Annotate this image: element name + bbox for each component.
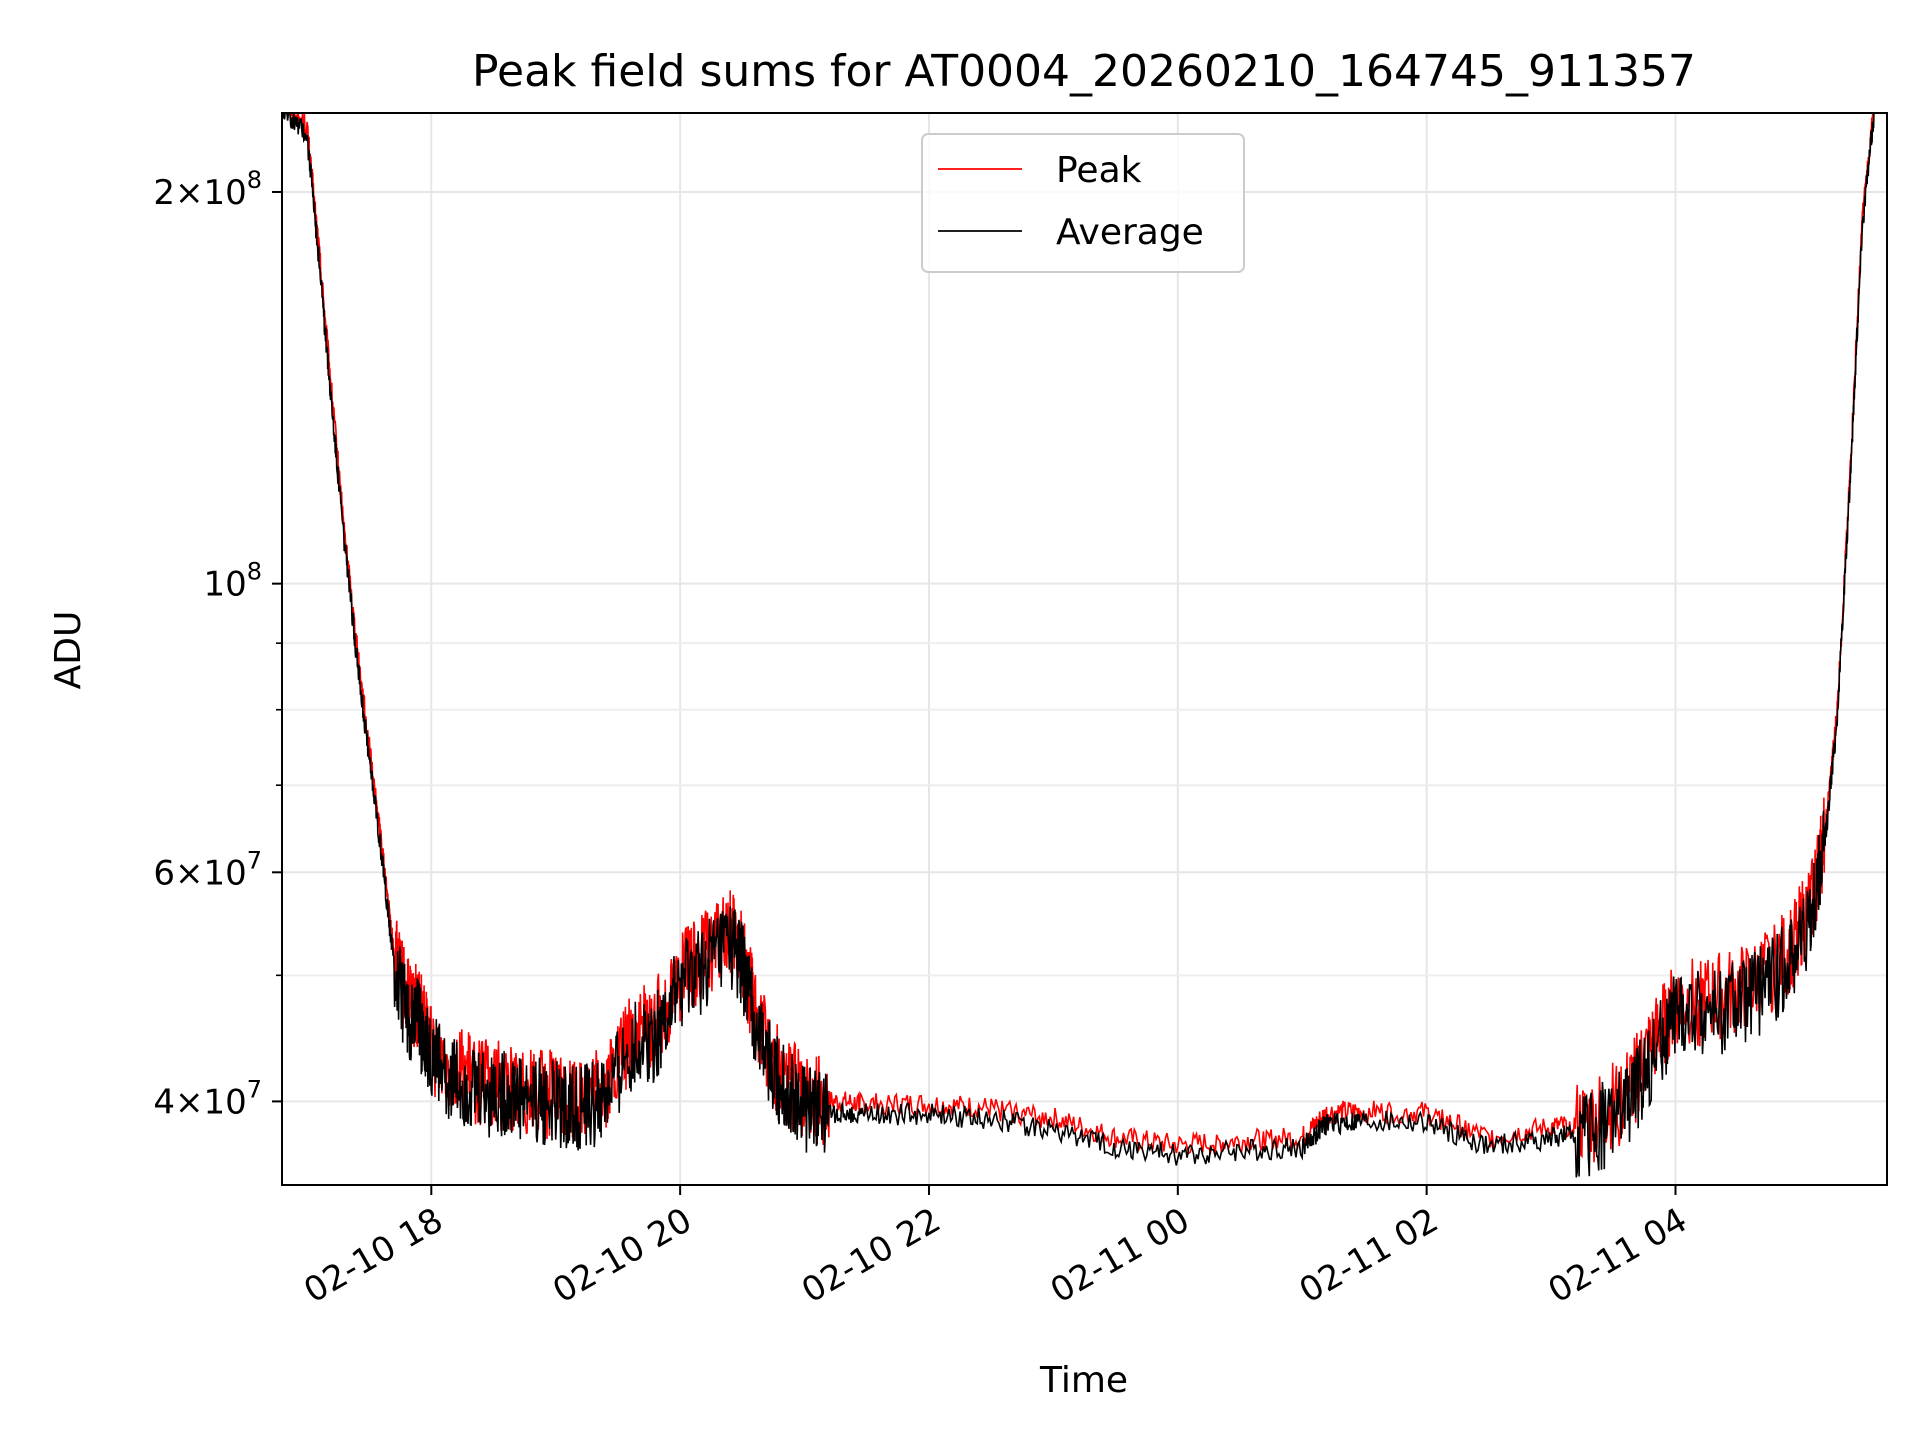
x-tick-label: 02-10 22: [795, 1200, 947, 1311]
grid-lines: [282, 113, 1887, 1185]
y-tick-label-base: 2×10: [153, 173, 246, 213]
x-axis-ticks: 02-10 18 02-10 20 02-10 22 02-11 00 02-11 02…: [297, 1185, 1694, 1311]
y-axis-label: ADU: [48, 611, 89, 690]
legend-label-average: Average: [1056, 212, 1204, 253]
x-tick-label: 02-10 20: [546, 1200, 698, 1311]
y-tick-label-base: 6×10: [153, 853, 246, 893]
plot-frame: [281, 112, 1888, 1186]
chart-title: Peak field sums for AT0004_20260210_1647…: [472, 46, 1696, 97]
x-axis-label: Time: [1039, 1360, 1128, 1401]
y-tick-label-exponent: 7: [247, 1075, 262, 1103]
x-tick-label: 02-11 04: [1542, 1200, 1694, 1311]
y-tick-label-exponent: 8: [247, 166, 262, 194]
y-tick-label: 6×107: [153, 846, 262, 893]
x-tick-label: 02-11 02: [1293, 1200, 1445, 1311]
x-tick-label: 02-11 00: [1044, 1200, 1196, 1311]
plot-area: [282, 113, 1875, 1178]
y-tick-label-exponent: 7: [247, 846, 262, 874]
y-tick-label: 108: [203, 558, 262, 605]
legend: Peak Average: [921, 133, 1245, 273]
y-tick-label-base: 10: [203, 565, 246, 605]
y-tick-label: 4×107: [153, 1075, 262, 1122]
y-tick-label-base: 4×10: [153, 1082, 246, 1122]
y-tick-label: 2×108: [153, 166, 262, 213]
series-line-average: [282, 113, 1875, 1178]
y-tick-label-exponent: 8: [247, 558, 262, 586]
legend-label-peak: Peak: [1056, 150, 1142, 191]
x-tick-label: 02-10 18: [297, 1200, 449, 1311]
